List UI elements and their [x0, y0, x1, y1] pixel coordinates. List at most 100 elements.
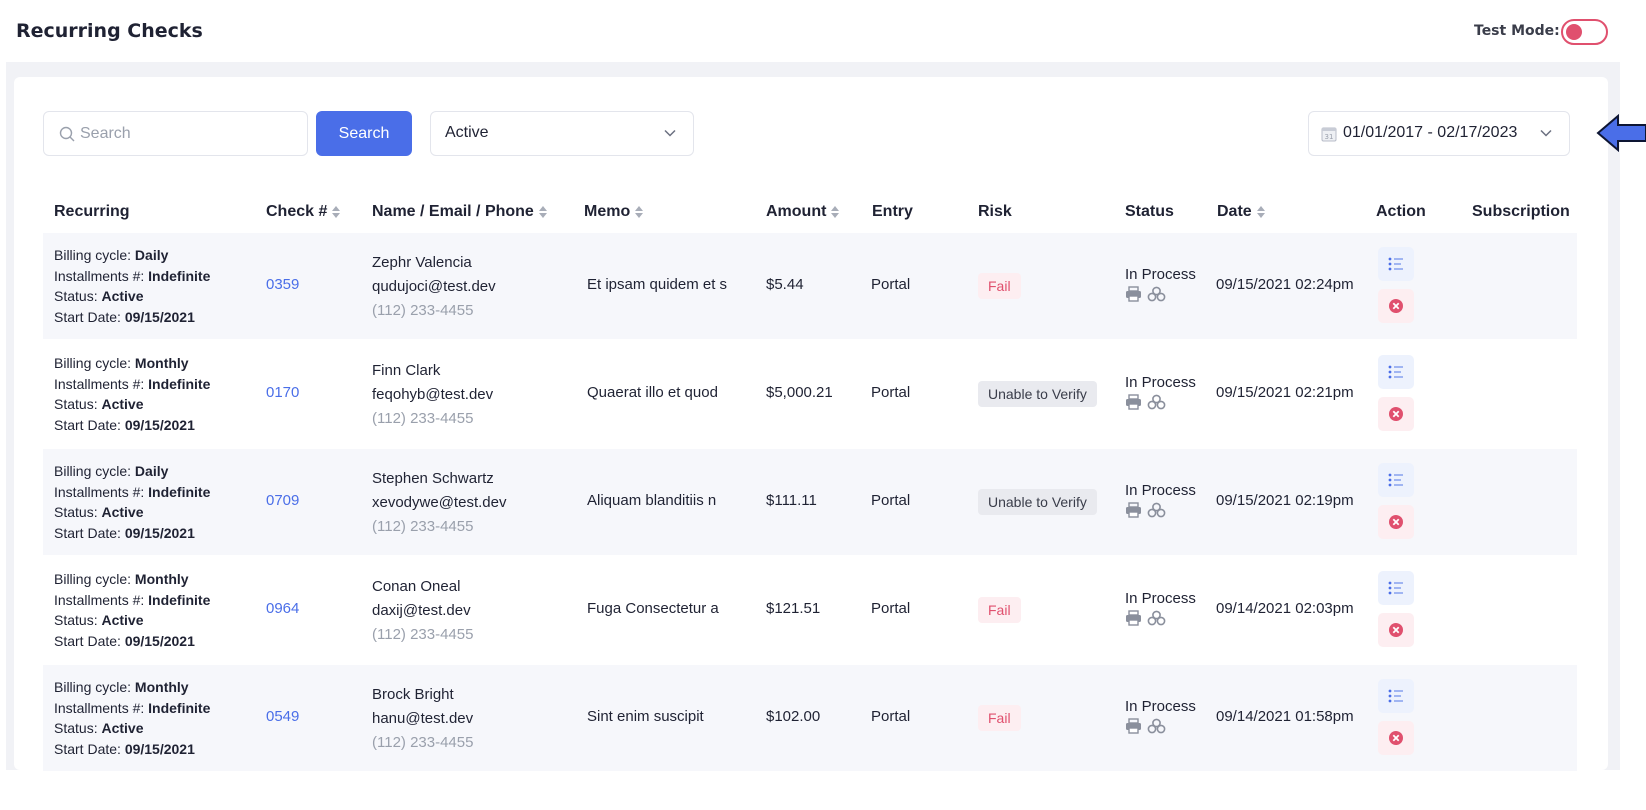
recurring-details: Billing cycle: Daily Installments #: Inde… — [54, 461, 210, 543]
recurring-status-line: Status: Active — [54, 394, 210, 415]
check-status-text: In Process — [1125, 374, 1196, 391]
installments-line: Installments #: Indefinite — [54, 590, 210, 611]
billing-cycle-value: Daily — [134, 463, 169, 479]
contact-name: Conan Oneal — [372, 578, 461, 595]
column-header-amount[interactable]: Amount — [766, 203, 840, 221]
billing-cycle-line: Billing cycle: Daily — [54, 461, 210, 482]
contact-email: daxij@test.dev — [372, 602, 471, 619]
recurring-details: Billing cycle: Monthly Installments #: In… — [54, 677, 210, 759]
search-box[interactable] — [43, 111, 308, 156]
contact-info: Zephr Valencia qudujoci@test.dev (112) 233… — [372, 251, 496, 323]
memo-text: Sint enim suscipit — [587, 708, 704, 725]
column-header-recurring: Recurring — [54, 203, 130, 220]
contact-phone: (112) 233-4455 — [372, 302, 474, 319]
printer-icon[interactable] — [1125, 502, 1142, 522]
column-header-name[interactable]: Name / Email / Phone — [372, 203, 547, 221]
cancel-recurring-button[interactable] — [1378, 397, 1414, 431]
status-icons — [1125, 718, 1166, 738]
printer-icon[interactable] — [1125, 718, 1142, 738]
installments-value: Indefinite — [148, 375, 211, 392]
cancel-recurring-button[interactable] — [1378, 289, 1414, 323]
date-range-value: 01/01/2017 - 02/17/2023 — [1343, 124, 1518, 141]
printer-icon[interactable] — [1125, 286, 1142, 306]
cancel-recurring-button[interactable] — [1378, 721, 1414, 755]
printer-icon[interactable] — [1125, 610, 1142, 630]
installments-line: Installments #: Indefinite — [54, 482, 210, 503]
cancel-recurring-button[interactable] — [1378, 613, 1414, 647]
column-header-memo[interactable]: Memo — [584, 203, 644, 221]
entry-value: Portal — [871, 708, 911, 725]
installments-line: Installments #: Indefinite — [54, 266, 210, 287]
printer-icon[interactable] — [1125, 394, 1142, 414]
start-date-value: 09/15/2021 — [124, 524, 195, 541]
check-number-link[interactable]: 0549 — [266, 708, 300, 725]
amount-value: $111.11 — [766, 492, 817, 509]
start-date-line: Start Date: 09/15/2021 — [54, 739, 210, 760]
start-date-label: Start Date: — [54, 308, 125, 325]
page-title: Recurring Checks — [16, 20, 203, 42]
start-date-value: 09/15/2021 — [124, 416, 195, 433]
test-mode-toggle[interactable] — [1561, 19, 1608, 45]
date-value: 09/15/2021 02:21pm — [1216, 384, 1354, 401]
status-icons — [1125, 286, 1166, 306]
view-details-button[interactable] — [1378, 463, 1414, 497]
view-details-button[interactable] — [1378, 571, 1414, 605]
column-header-status: Status — [1125, 203, 1174, 220]
table-row: Billing cycle: Daily Installments #: Inde… — [43, 449, 1577, 555]
recurring-status-label: Status: — [54, 288, 102, 304]
recurring-status-line: Status: Active — [54, 610, 210, 631]
date-range-picker[interactable]: 31 01/01/2017 - 02/17/2023 — [1308, 111, 1570, 156]
column-header-date[interactable]: Date — [1217, 203, 1265, 221]
memo-text: Aliquam blanditiis n — [587, 492, 717, 509]
contact-info: Brock Bright hanu@test.dev (112) 233-4455 — [372, 683, 473, 755]
risk-badge: Fail — [978, 705, 1021, 731]
start-date-line: Start Date: 09/15/2021 — [54, 523, 210, 544]
column-header-check[interactable]: Check # — [266, 203, 341, 221]
coins-icon[interactable] — [1147, 610, 1166, 630]
calendar-day-label: 31 — [1325, 133, 1334, 141]
contact-email: feqohyb@test.dev — [372, 386, 494, 403]
date-value: 09/14/2021 01:58pm — [1216, 708, 1354, 725]
check-number-link[interactable]: 0359 — [266, 276, 300, 293]
check-number-link[interactable]: 0964 — [266, 600, 300, 617]
start-date-value: 09/15/2021 — [124, 740, 195, 757]
coins-icon[interactable] — [1147, 718, 1166, 738]
installments-label: Installments #: — [54, 483, 149, 500]
billing-cycle-label: Billing cycle: — [54, 247, 135, 263]
installments-label: Installments #: — [54, 591, 149, 608]
recurring-status-value: Active — [101, 396, 144, 412]
check-number-link[interactable]: 0709 — [266, 492, 300, 509]
contact-email: xevodywe@test.dev — [372, 494, 507, 511]
check-status-text: In Process — [1125, 482, 1196, 499]
view-details-button[interactable] — [1378, 355, 1414, 389]
entry-value: Portal — [871, 492, 911, 509]
amount-value: $121.51 — [766, 600, 821, 617]
search-input[interactable] — [80, 112, 300, 155]
contact-info: Finn Clark feqohyb@test.dev (112) 233-4455 — [372, 359, 493, 431]
contact-phone: (112) 233-4455 — [372, 734, 474, 751]
check-number-link[interactable]: 0170 — [266, 384, 300, 401]
billing-cycle-label: Billing cycle: — [54, 571, 135, 587]
billing-cycle-line: Billing cycle: Monthly — [54, 569, 210, 590]
sort-icon — [538, 205, 547, 218]
chevron-down-icon — [1540, 129, 1552, 137]
cancel-recurring-button[interactable] — [1378, 505, 1414, 539]
coins-icon[interactable] — [1147, 286, 1166, 306]
risk-badge: Fail — [978, 273, 1021, 299]
recurring-details: Billing cycle: Daily Installments #: Inde… — [54, 245, 210, 327]
column-header-entry: Entry — [872, 203, 913, 220]
view-details-button[interactable] — [1378, 679, 1414, 713]
coins-icon[interactable] — [1147, 502, 1166, 522]
recurring-status-value: Active — [101, 720, 144, 736]
installments-line: Installments #: Indefinite — [54, 374, 210, 395]
search-button[interactable]: Search — [316, 111, 412, 156]
view-details-button[interactable] — [1378, 247, 1414, 281]
search-icon — [59, 126, 75, 142]
status-filter-select[interactable]: Active — [430, 111, 694, 156]
contact-info: Stephen Schwartz xevodywe@test.dev (112) 2… — [372, 467, 506, 539]
column-header-risk: Risk — [978, 203, 1012, 220]
calendar-icon: 31 — [1321, 127, 1337, 142]
coins-icon[interactable] — [1147, 394, 1166, 414]
table-row: Billing cycle: Daily Installments #: Inde… — [43, 233, 1577, 339]
risk-badge: Fail — [978, 597, 1021, 623]
